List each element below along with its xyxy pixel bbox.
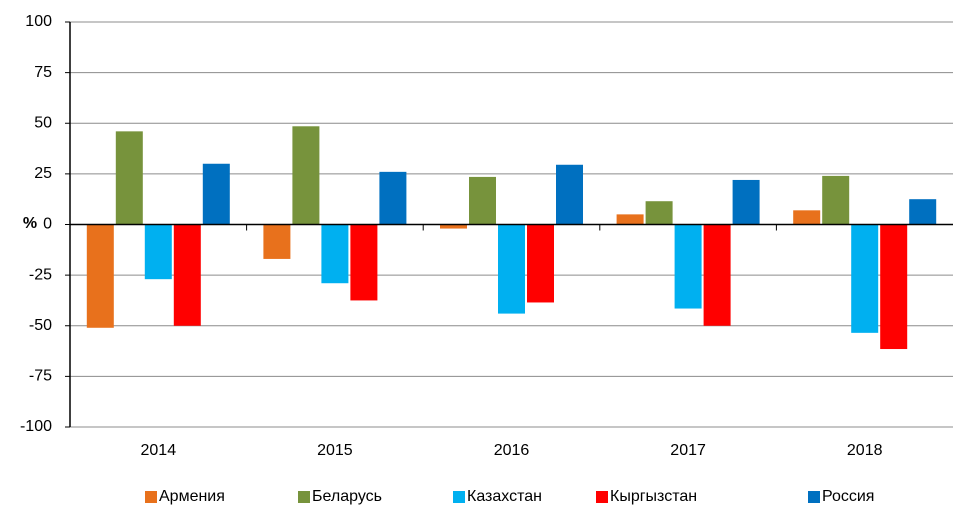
bar: [86, 224, 114, 328]
y-tick-label: 75: [34, 64, 52, 81]
bar: [909, 199, 937, 225]
bar: [350, 224, 378, 301]
bar: [115, 131, 143, 225]
legend-swatch: [145, 491, 157, 503]
bar: [732, 179, 760, 225]
bar: [880, 224, 908, 350]
y-tick-label: 100: [25, 13, 52, 30]
y-tick-label: -100: [20, 418, 52, 435]
legend-swatch: [808, 491, 820, 503]
bar: [527, 224, 554, 303]
legend-label: Россия: [822, 488, 874, 505]
bar: [498, 224, 525, 314]
y-tick-label: 50: [34, 114, 52, 131]
legend-swatch: [298, 491, 310, 503]
y-tick-label: 25: [34, 165, 52, 182]
bar: [469, 176, 496, 225]
legend-label: Казахстан: [467, 488, 542, 505]
x-tick-label: 2015: [317, 442, 353, 459]
legend-label: Кыргызстан: [610, 488, 697, 505]
legend-swatch: [596, 491, 608, 503]
x-tick-label: 2017: [670, 442, 706, 459]
bar: [292, 126, 320, 225]
bar: [202, 163, 230, 225]
bar: [616, 214, 644, 225]
bar: [703, 224, 731, 326]
bar: [645, 201, 673, 225]
bar: [822, 175, 850, 225]
bar: [793, 210, 821, 225]
bar: [440, 224, 467, 229]
bar: [263, 224, 291, 259]
bar: [379, 171, 407, 225]
legend-label: Беларусь: [312, 488, 382, 505]
y-axis-label: %: [23, 215, 37, 232]
bar: [556, 164, 583, 225]
bar: [321, 224, 349, 284]
y-tick-label: -50: [29, 317, 52, 334]
x-tick-label: 2014: [141, 442, 177, 459]
bar: [173, 224, 201, 326]
bar: [674, 224, 702, 309]
y-tick-label: -25: [29, 266, 52, 283]
y-tick-label: 0: [43, 216, 52, 233]
bar: [144, 224, 172, 280]
y-tick-label: -75: [29, 368, 52, 385]
x-tick-label: 2016: [494, 442, 530, 459]
legend-label: Армения: [159, 488, 225, 505]
legend-swatch: [453, 491, 465, 503]
bar: [851, 224, 879, 333]
x-tick-label: 2018: [847, 442, 883, 459]
